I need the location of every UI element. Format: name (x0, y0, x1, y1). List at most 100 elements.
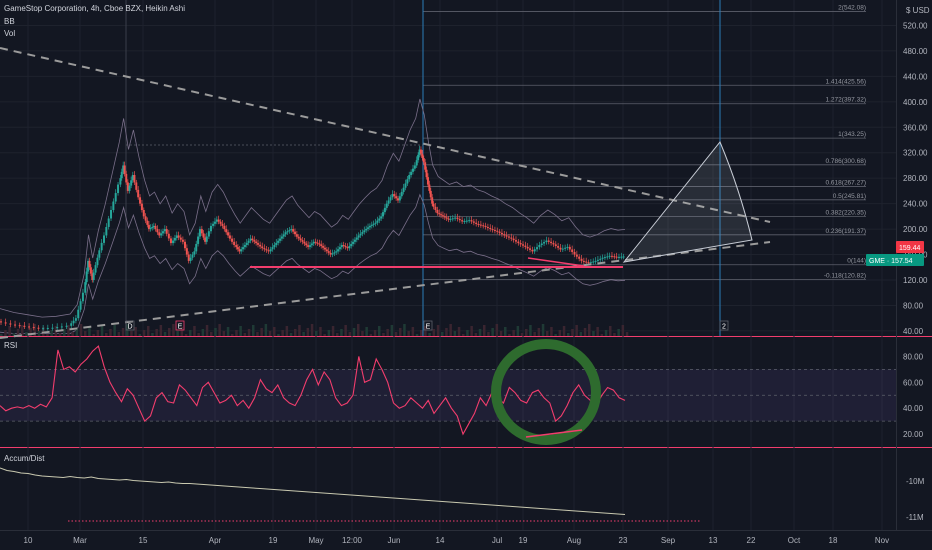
volume-bar (79, 324, 83, 336)
candle (571, 249, 574, 252)
price-tick-label: 200.00 (903, 225, 928, 234)
candle (425, 169, 428, 178)
candle (204, 237, 207, 242)
candle (603, 257, 606, 259)
event-marker[interactable] (125, 320, 135, 331)
candle (531, 249, 534, 252)
volume-bar (210, 332, 213, 336)
volume-bar (499, 331, 503, 336)
volume-bar (231, 334, 234, 336)
axes: 40.0080.00120.00160.00200.00240.00280.00… (24, 21, 928, 545)
candle (337, 249, 340, 252)
volume-bar (302, 332, 305, 336)
candle (387, 200, 390, 204)
volume-bar (138, 334, 142, 336)
candle (94, 265, 97, 273)
accum-dist-line (0, 467, 626, 515)
candle (257, 243, 260, 245)
candle (463, 221, 466, 223)
candle (131, 175, 134, 181)
candle (454, 217, 457, 219)
volume-bar (604, 330, 608, 336)
volume-bar (197, 333, 200, 336)
price-tick-label: 400.00 (903, 98, 928, 107)
candle (288, 230, 291, 232)
volume-bar (613, 333, 616, 336)
candle (112, 201, 115, 210)
volume-bar (336, 333, 339, 336)
volume-bar (268, 331, 272, 336)
candle (606, 256, 609, 258)
candle (98, 250, 101, 258)
volume-bar (415, 334, 419, 336)
candle (587, 262, 590, 264)
fib-level-label: 1.414(425.56) (826, 78, 866, 85)
candle (96, 257, 99, 266)
candle (479, 224, 482, 226)
candle (353, 239, 356, 242)
rsi-pane[interactable] (0, 339, 896, 445)
price-pane[interactable]: -0.118(120.82) 0(144) 0.236(191.37) 0.382(2… (0, 0, 866, 339)
candle (231, 238, 234, 242)
price-badge-label: 159.44 (899, 245, 921, 252)
candle (550, 241, 553, 244)
candle (526, 246, 529, 249)
candle (367, 227, 370, 229)
candle (209, 225, 212, 232)
candle (536, 247, 539, 250)
candle (589, 262, 592, 264)
candle (500, 232, 503, 235)
price-badge-label: GME · 157.54 (869, 258, 913, 265)
candle (193, 251, 196, 255)
volume-bar (361, 331, 364, 336)
accum-dist-pane[interactable] (0, 467, 700, 522)
candle (385, 203, 388, 208)
candle (286, 231, 289, 233)
candle (408, 175, 411, 180)
candle (79, 301, 82, 310)
event-marker[interactable] (719, 320, 729, 331)
volume-bar (180, 327, 184, 336)
candle (144, 216, 147, 221)
candle (307, 245, 310, 247)
time-tick-label: 23 (619, 536, 628, 545)
time-tick-label: 10 (24, 536, 33, 545)
candle (263, 248, 266, 250)
candle (303, 241, 306, 244)
event-marker[interactable] (423, 320, 433, 331)
volume-bar (327, 330, 331, 336)
candle (294, 231, 297, 235)
volume-bar (579, 332, 583, 336)
volume-bar (457, 327, 461, 336)
candle (417, 154, 420, 161)
candle (275, 242, 278, 245)
candle (235, 245, 238, 248)
candle (365, 228, 368, 231)
candle (411, 168, 414, 172)
bollinger-upper (0, 98, 626, 318)
candle (207, 231, 210, 237)
candle (314, 241, 317, 243)
candle (477, 224, 480, 225)
volume-bar (596, 327, 599, 336)
volume-bar (306, 328, 310, 336)
candle (70, 323, 73, 326)
candle (85, 271, 88, 283)
projection-cone (622, 141, 753, 263)
price-tick-label: 240.00 (903, 200, 928, 209)
volume-bar (331, 326, 335, 336)
volume-bar (117, 332, 121, 336)
candle (271, 247, 274, 250)
event-marker[interactable] (175, 320, 185, 331)
price-tick-label: 320.00 (903, 149, 928, 158)
indicator-vol-label: Vol (4, 29, 15, 38)
candle (259, 244, 262, 247)
volume-bar (310, 324, 314, 336)
rsi-tick-label: 80.00 (903, 352, 924, 361)
candle (51, 327, 54, 329)
volume-bar (298, 325, 301, 336)
accum-dist-tick-label: -11M (906, 513, 924, 522)
candle (422, 158, 425, 163)
candle (458, 218, 461, 221)
